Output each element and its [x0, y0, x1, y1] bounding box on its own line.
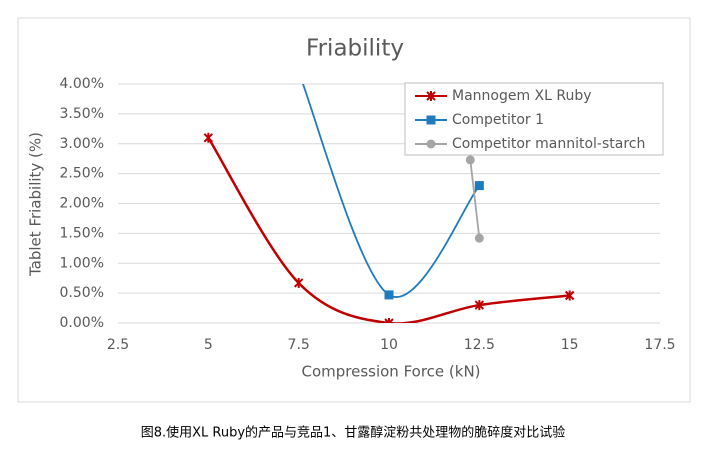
x-tick-label: 15	[561, 337, 579, 353]
y-tick-label: 1.50%	[60, 225, 104, 241]
marker	[474, 233, 484, 243]
x-tick-label: 17.5	[644, 337, 675, 353]
marker	[384, 318, 394, 323]
y-tick-label: 0.00%	[60, 315, 104, 331]
marker	[465, 155, 475, 165]
x-tick-label: 10	[380, 337, 398, 353]
y-tick-label: 1.00%	[60, 255, 104, 271]
marker	[426, 139, 436, 149]
series-line	[469, 159, 481, 239]
chart-title: Friability	[306, 36, 404, 62]
marker	[384, 290, 394, 300]
y-tick-label: 3.50%	[60, 106, 104, 122]
legend-label: Mannogem XL Ruby	[452, 88, 592, 104]
x-axis-label: Compression Force (kN)	[301, 363, 480, 381]
y-tick-label: 2.00%	[60, 196, 104, 212]
marker	[474, 181, 484, 191]
x-tick-label: 5	[204, 337, 213, 353]
plot-area	[203, 84, 575, 323]
legend: Mannogem XL Ruby Competitor 1 Competitor m…	[404, 82, 664, 156]
y-tick-label: 0.50%	[60, 285, 104, 301]
y-axis-label: Tablet Friability (%)	[27, 132, 45, 277]
caption: 图8.使用XL Ruby的产品与竞品1、甘露醇淀粉共处理物的脆碎度对比试验	[141, 425, 566, 441]
legend-label: Competitor mannitol-starch	[452, 136, 645, 152]
marker	[426, 91, 436, 101]
marker	[426, 115, 436, 125]
y-tick-label: 3.00%	[60, 136, 104, 152]
legend-label: Competitor 1	[452, 112, 544, 128]
series-line	[207, 137, 570, 323]
y-tick-label: 4.00%	[60, 76, 104, 92]
chart-frame	[17, 17, 691, 403]
x-tick-label: 2.5	[107, 337, 129, 353]
y-tick-label: 2.50%	[60, 166, 104, 182]
x-tick-label: 12.5	[464, 337, 495, 353]
marker	[474, 300, 485, 311]
marker	[203, 132, 214, 143]
marker	[293, 277, 304, 288]
legend-box	[404, 82, 664, 156]
marker	[564, 290, 575, 301]
x-tick-label: 7.5	[288, 337, 310, 353]
